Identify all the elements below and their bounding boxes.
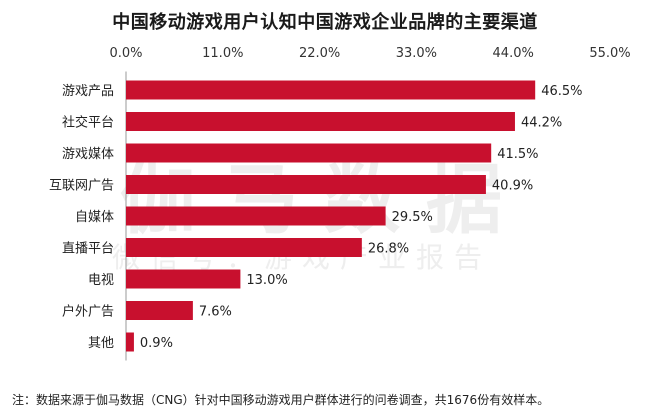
value-label: 44.2% — [521, 116, 562, 131]
x-tick-label: 0.0% — [109, 46, 142, 61]
value-label: 0.9% — [140, 336, 173, 351]
value-label: 41.5% — [497, 147, 538, 162]
bar — [126, 238, 362, 257]
x-tick-label: 55.0% — [589, 46, 630, 61]
x-tick-label: 11.0% — [202, 46, 243, 61]
category-label: 电视 — [88, 273, 114, 288]
source-note: 注：数据来源于伽马数据（CNG）针对中国移动游戏用户群体进行的问卷调查，共167… — [12, 393, 550, 407]
category-label: 其他 — [88, 336, 114, 351]
x-tick-label: 22.0% — [299, 46, 340, 61]
value-label: 40.9% — [492, 179, 533, 194]
bar — [126, 301, 193, 320]
category-label: 社交平台 — [62, 115, 114, 131]
category-label: 互联网广告 — [49, 179, 114, 194]
value-label: 26.8% — [368, 242, 409, 257]
category-label: 游戏产品 — [62, 84, 114, 99]
category-label: 直播平台 — [62, 242, 114, 257]
bar — [126, 269, 241, 289]
bar — [126, 80, 536, 100]
value-label: 13.0% — [246, 273, 287, 288]
bar — [126, 332, 134, 352]
value-label: 29.5% — [392, 210, 433, 225]
x-tick-label: 33.0% — [396, 46, 437, 61]
x-tick-label: 44.0% — [493, 46, 534, 61]
category-label: 游戏媒体 — [62, 147, 114, 162]
bar — [126, 112, 515, 131]
bar — [126, 175, 486, 194]
value-label: 7.6% — [199, 305, 232, 320]
chart-title: 中国移动游戏用户认知中国游戏企业品牌的主要渠道 — [112, 12, 538, 33]
value-label: 46.5% — [541, 84, 582, 99]
category-label: 自媒体 — [75, 210, 114, 225]
bar — [126, 206, 386, 226]
category-label: 户外广告 — [62, 304, 114, 320]
bar — [126, 143, 492, 163]
